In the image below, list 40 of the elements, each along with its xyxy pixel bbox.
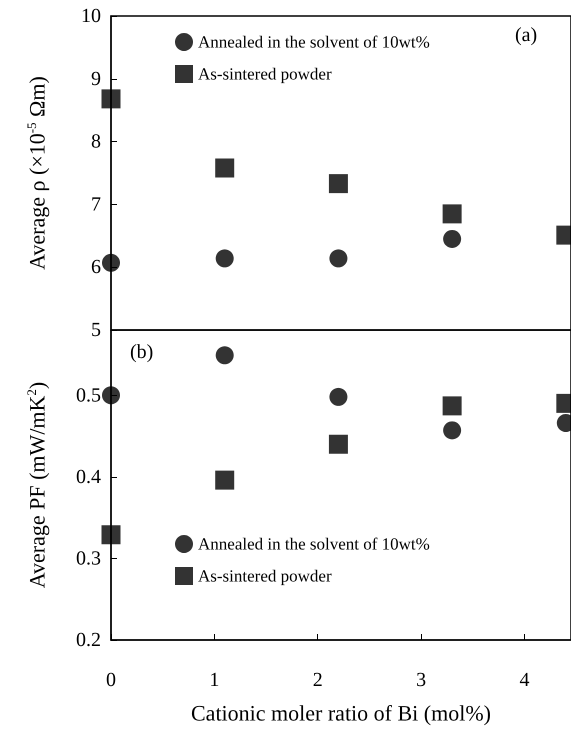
y-axis-title: Average PF (mW/mK2) [24, 382, 50, 588]
point [329, 249, 348, 268]
legend-label: As-sintered powder [198, 64, 332, 84]
x-tick-label: 2 [312, 669, 323, 691]
point [329, 388, 348, 406]
point [215, 158, 234, 178]
y-tick-label: 8 [91, 130, 101, 153]
point [102, 386, 120, 404]
y-tick-label: 0.5 [76, 384, 101, 406]
point [328, 174, 348, 194]
x-tick-label: 4 [519, 669, 530, 691]
y-tick-label: 6 [91, 256, 101, 278]
y-tick-label: 5 [91, 319, 101, 341]
legend-label: As-sintered powder [198, 566, 332, 586]
point [328, 434, 348, 454]
point [443, 230, 462, 248]
x-tick-label: 3 [416, 669, 426, 691]
legend-label: Annealed in the solvent of 10wt% [198, 534, 430, 554]
point [443, 421, 462, 440]
point [216, 249, 234, 268]
point [102, 525, 120, 544]
y-tick-label: 9 [91, 68, 101, 90]
y-tick-label: 0.2 [76, 629, 101, 651]
y-tick-label: 10 [81, 5, 101, 27]
y-tick-label: 0.3 [76, 547, 101, 570]
annotation: (a) [515, 24, 538, 46]
point [442, 396, 462, 416]
annotation: (b) [130, 341, 154, 363]
x-tick-label: 0 [106, 669, 116, 691]
legend-label: Annealed in the solvent of 10wt% [198, 32, 430, 52]
point [216, 346, 234, 364]
y-axis-title: Average ρ (×10-5 Ωm) [24, 76, 50, 270]
x-axis-title: Cationic moler ratio of Bi (mol%) [191, 700, 491, 726]
y-tick-label: 0.4 [76, 466, 101, 488]
point [215, 470, 234, 490]
point [442, 204, 462, 224]
x-tick-label: 1 [209, 669, 220, 691]
y-tick-label: 7 [91, 193, 101, 216]
point [102, 89, 120, 108]
point [102, 254, 120, 272]
